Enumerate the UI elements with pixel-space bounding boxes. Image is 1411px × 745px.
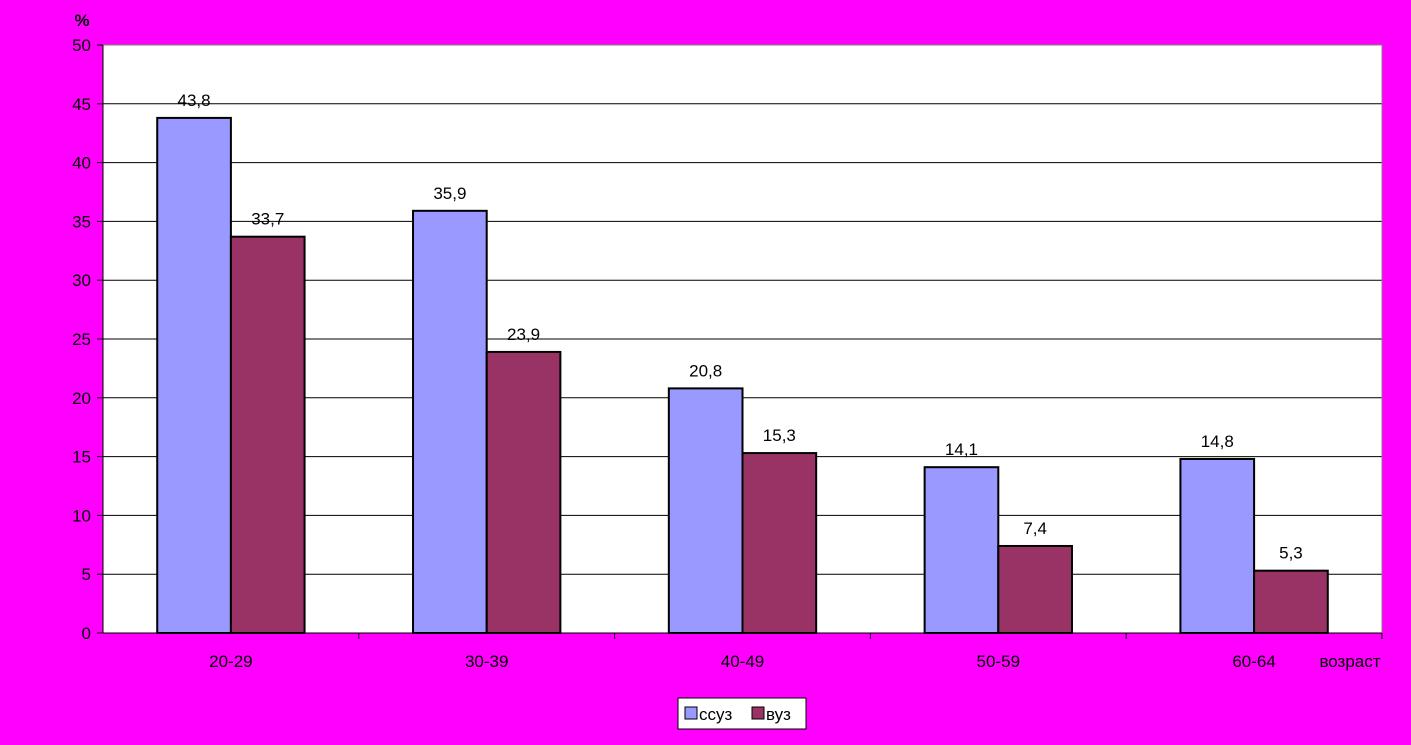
data-label: 5,3 (1279, 544, 1303, 563)
x-tick-label: 20-29 (209, 652, 252, 671)
y-tick-label: 30 (72, 271, 91, 290)
bar-ssuz-40-49 (667, 387, 744, 634)
y-tick-label: 10 (72, 506, 91, 525)
legend-box (677, 697, 807, 730)
x-tick-label: 30-39 (465, 652, 508, 671)
data-label: 33,7 (251, 210, 284, 229)
legend-label-vuz: вуз (766, 705, 791, 724)
data-label: 15,3 (763, 426, 796, 445)
y-tick-label: 0 (82, 624, 91, 643)
y-tick-label: 25 (72, 330, 91, 349)
data-label: 14,1 (945, 440, 978, 459)
data-label: 14,8 (1201, 432, 1234, 451)
legend-label-ssuz: ссуз (699, 705, 733, 724)
y-tick-label: 20 (72, 389, 91, 408)
data-label: 20,8 (689, 361, 722, 380)
bar-vuz-30-39 (485, 350, 562, 634)
x-tick-label: 40-49 (721, 652, 764, 671)
data-labels: 43,8 33,7 35,9 23,9 20,8 15,3 14,1 7,4 14,8 5,3 (178, 91, 1303, 563)
legend: ссуз вуз (677, 697, 807, 730)
data-label: 23,9 (507, 325, 540, 344)
y-tick-label: 40 (72, 154, 91, 173)
x-tick-label: 50-59 (977, 652, 1020, 671)
y-tick-label: 5 (82, 565, 91, 584)
bar-ssuz-20-29 (156, 116, 232, 635)
bar-vuz-40-49 (741, 452, 818, 634)
bar-vuz-60-64 (1253, 569, 1329, 634)
data-label: 43,8 (178, 91, 211, 110)
axes: 0 5 10 15 20 25 30 35 40 45 50 20-29 30-39 40-49 50-59… (72, 36, 1383, 671)
legend-swatch-vuz (751, 706, 765, 720)
y-tick-label: 35 (72, 212, 91, 231)
data-label: 7,4 (1023, 519, 1047, 538)
bar-ssuz-50-59 (923, 466, 1000, 634)
y-tick-label: 15 (72, 448, 91, 467)
y-tick-label: 50 (72, 36, 91, 55)
data-label: 35,9 (433, 184, 466, 203)
x-axis-label: возраст (1319, 652, 1380, 671)
x-tick-label: 60-64 (1232, 652, 1275, 671)
y-tick-label: 45 (72, 95, 91, 114)
bar-vuz-20-29 (229, 235, 306, 635)
y-axis-label: % (74, 11, 89, 30)
bar-ssuz-60-64 (1179, 457, 1256, 634)
bars (156, 116, 1329, 635)
bar-vuz-50-59 (997, 544, 1073, 635)
legend-swatch-ssuz (684, 706, 698, 720)
bar-ssuz-30-39 (412, 209, 488, 634)
